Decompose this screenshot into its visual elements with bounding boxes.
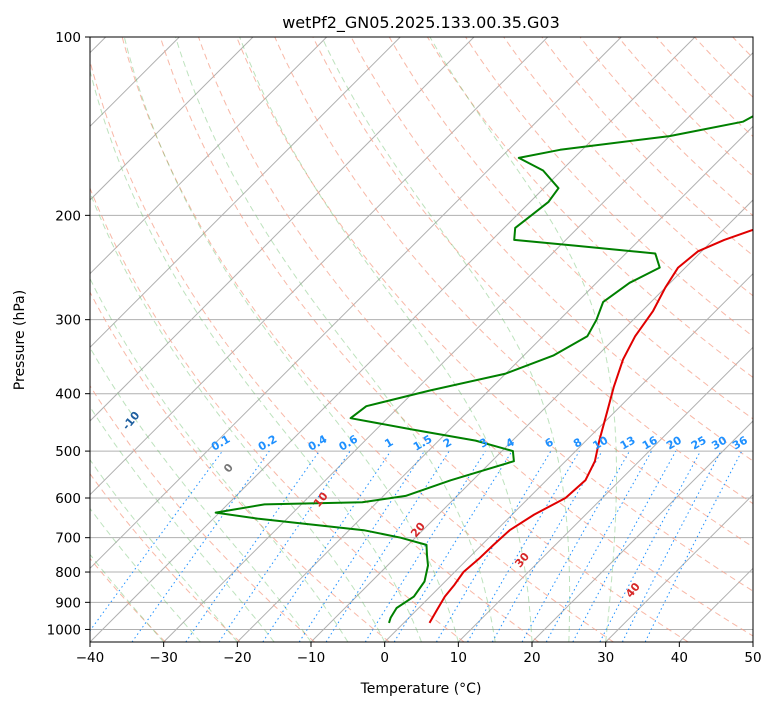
mixing-ratio-line bbox=[572, 450, 677, 642]
isotherm-line bbox=[90, 37, 401, 349]
moist-adiabat-line bbox=[123, 37, 459, 642]
moist-adiabat-line bbox=[90, 191, 386, 642]
dry-adiabat-line bbox=[503, 37, 753, 297]
dry-adiabat-line bbox=[90, 186, 465, 642]
isotherm-line bbox=[90, 37, 328, 275]
isotherm-line bbox=[163, 51, 753, 642]
moist-adiabat-line bbox=[175, 37, 496, 642]
mixing-ratio-line bbox=[325, 450, 450, 642]
y-axis-label: Pressure (hPa) bbox=[12, 290, 28, 390]
mixing-ratio-line bbox=[435, 450, 552, 642]
moist-adiabat-line bbox=[90, 507, 201, 642]
isotherm-line bbox=[605, 493, 753, 642]
dry-adiabat-line bbox=[388, 37, 753, 420]
mixing-ratio-line bbox=[621, 450, 722, 642]
mixing-ratio-line bbox=[521, 450, 630, 642]
mixing-ratio-line bbox=[393, 450, 513, 642]
x-axis-tick-label: −30 bbox=[149, 650, 178, 666]
moist-adiabat-line bbox=[90, 277, 349, 642]
dry-adiabat-line bbox=[90, 384, 316, 642]
plot-area: -100-90-80-70-60-50-40-30-20-10010203040… bbox=[90, 37, 753, 642]
dry-adiabat-line bbox=[617, 37, 753, 177]
isotherm-line bbox=[90, 37, 622, 570]
dry-adiabat-line bbox=[312, 37, 753, 505]
mixing-ratio-line bbox=[545, 450, 653, 642]
moist-adiabat-line bbox=[239, 37, 533, 642]
plot-frame bbox=[89, 36, 754, 643]
isotherm-line bbox=[457, 346, 753, 642]
dry-adiabat-line bbox=[426, 37, 753, 378]
x-axis-tick-label: 50 bbox=[744, 650, 761, 666]
x-axis-label: Temperature (°C) bbox=[360, 681, 482, 697]
moist-adiabat-line bbox=[321, 37, 571, 642]
moist-adiabat-line bbox=[90, 405, 275, 642]
x-axis-tick-label: 20 bbox=[523, 650, 540, 666]
x-axis-tick-label: 10 bbox=[450, 650, 467, 666]
x-axis-tick-label: −40 bbox=[76, 650, 105, 666]
mixing-ratio-line bbox=[599, 450, 701, 642]
x-axis-tick-label: 40 bbox=[671, 650, 688, 666]
y-axis-tick-label: 300 bbox=[55, 313, 81, 329]
isotherm-line bbox=[90, 37, 475, 422]
dry-adiabat-line bbox=[274, 37, 753, 548]
dry-adiabat-line bbox=[159, 37, 689, 642]
x-axis-tick-label: −20 bbox=[223, 650, 252, 666]
isotherm-line bbox=[531, 420, 753, 642]
y-axis-tick-label: 600 bbox=[55, 491, 81, 507]
y-axis-tick-label: 800 bbox=[55, 565, 81, 581]
isotherm-line bbox=[236, 125, 753, 642]
temperature-profile bbox=[428, 228, 753, 624]
mixing-ratio-line bbox=[644, 450, 743, 642]
mixing-ratio-line bbox=[467, 450, 580, 642]
x-axis-tick-label: 30 bbox=[597, 650, 614, 666]
moist-adiabat-line bbox=[90, 68, 422, 642]
dry-adiabat-line bbox=[236, 37, 753, 592]
isotherm-line bbox=[90, 37, 254, 201]
y-axis: 100 200 300 400 500 600 700 800 900 1000 bbox=[47, 30, 90, 638]
dry-adiabat-line bbox=[90, 291, 390, 642]
dry-adiabat-line bbox=[121, 37, 614, 642]
mixing-ratio-line bbox=[131, 450, 270, 642]
y-axis-tick-label: 200 bbox=[55, 208, 81, 224]
mixing-ratio-line bbox=[491, 450, 603, 642]
chart-title: wetPf2_GN05.2025.133.00.35.G03 bbox=[282, 13, 560, 33]
dry-adiabat-line bbox=[198, 37, 753, 637]
moist-adiabat-line bbox=[90, 346, 312, 642]
y-axis-tick-label: 700 bbox=[55, 531, 81, 547]
moist-adiabat-line bbox=[90, 553, 165, 642]
y-axis-tick-label: 100 bbox=[55, 30, 81, 46]
dewpoint-profile bbox=[214, 115, 753, 624]
y-axis-tick-label: 900 bbox=[55, 595, 81, 611]
moist-adiabat-line bbox=[429, 37, 617, 642]
y-axis-tick-label: 400 bbox=[55, 387, 81, 403]
isotherm-line bbox=[90, 37, 696, 642]
x-axis: −40 −30 −20 −10 0 10 20 30 40 50 bbox=[76, 642, 762, 666]
y-axis-tick-label: 500 bbox=[55, 444, 81, 460]
x-axis-tick-label: 0 bbox=[380, 650, 389, 666]
mixing-ratio-line bbox=[90, 450, 223, 632]
mixing-ratio-line bbox=[364, 450, 486, 642]
y-axis-tick-label: 1000 bbox=[47, 622, 81, 638]
x-axis-tick-label: −10 bbox=[297, 650, 326, 666]
isotherm-line bbox=[90, 37, 549, 496]
moist-adiabat-line bbox=[90, 458, 238, 642]
isotherm-line bbox=[384, 272, 753, 642]
